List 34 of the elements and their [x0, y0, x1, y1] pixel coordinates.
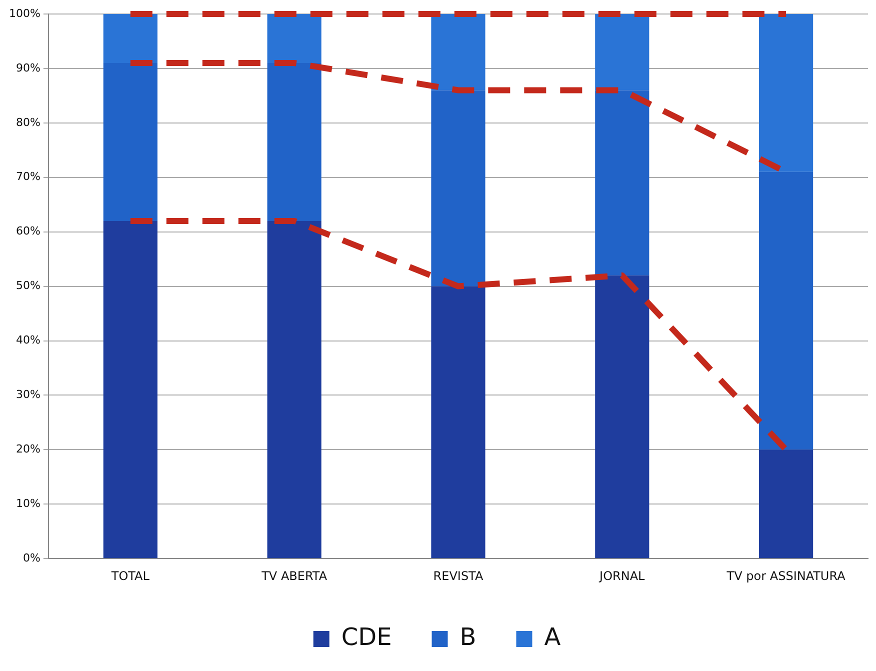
legend-label: A — [544, 623, 562, 652]
bar — [759, 14, 814, 172]
bar — [103, 14, 158, 64]
bar — [431, 90, 486, 286]
y-tick-label: 70% — [16, 170, 40, 184]
y-tick-label: 60% — [16, 224, 40, 238]
bar — [759, 172, 814, 450]
y-tick-label: 80% — [16, 116, 40, 129]
x-tick-label: REVISTA — [433, 568, 484, 583]
bar — [595, 275, 650, 558]
y-tick-label: 10% — [16, 497, 40, 510]
x-tick-label: TV ABERTA — [260, 568, 328, 583]
y-tick-label: 50% — [16, 279, 40, 292]
x-tick-label: TV por ASSINATURA — [726, 568, 846, 583]
y-tick-label: 100% — [8, 6, 40, 20]
bar — [759, 450, 814, 558]
bar — [267, 220, 322, 558]
bar — [431, 286, 486, 558]
bar — [267, 14, 322, 64]
bar — [431, 14, 486, 90]
bar — [103, 63, 158, 221]
bar — [595, 90, 650, 276]
bar — [103, 220, 158, 558]
legend-label: B — [460, 623, 476, 652]
bar — [595, 14, 650, 90]
x-tick-label: JORNAL — [598, 568, 646, 583]
bar — [267, 63, 322, 221]
y-tick-label: 0% — [22, 551, 40, 564]
legend-label: CDE — [341, 623, 392, 652]
y-tick-label: 30% — [16, 388, 40, 402]
y-tick-label: 20% — [16, 442, 40, 456]
y-tick-label: 40% — [16, 334, 40, 347]
x-tick-label: TOTAL — [110, 568, 150, 583]
y-tick-label: 90% — [16, 61, 40, 74]
